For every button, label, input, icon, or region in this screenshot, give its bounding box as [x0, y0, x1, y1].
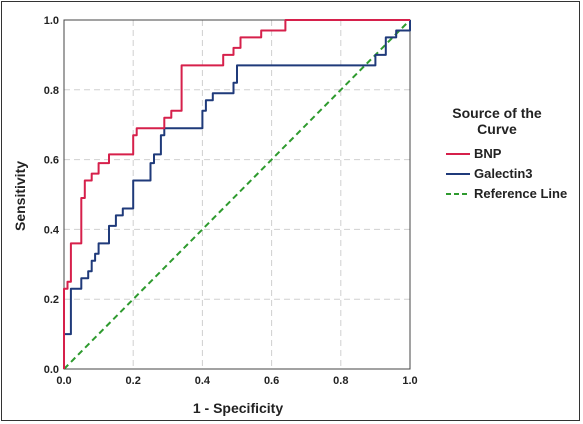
- y-axis-title: Sensitivity: [12, 161, 28, 231]
- series-layer: [63, 19, 411, 370]
- legend-title: Source of the Curve: [452, 105, 542, 137]
- legend: BNP Galectin3 Reference Line: [446, 146, 567, 201]
- ticks: 0.0 0.2 0.4 0.6 0.8 1.0 0.0 0.2 0.4 0.6 0.8 1.0: [44, 15, 418, 387]
- x-tick-label: 1.0: [402, 375, 417, 387]
- legend-label: Galectin3: [474, 166, 533, 181]
- y-tick-label: 0.8: [44, 85, 59, 97]
- y-tick-label: 0.0: [44, 364, 59, 376]
- x-tick-label: 0.8: [333, 375, 348, 387]
- legend-label: Reference Line: [474, 186, 567, 201]
- y-tick-label: 0.6: [44, 155, 59, 167]
- plot-area: [63, 19, 411, 370]
- y-tick-label: 1.0: [44, 15, 59, 27]
- y-tick-label: 0.4: [44, 224, 60, 236]
- series-line-bnp: [63, 19, 410, 369]
- x-tick-label: 0.0: [56, 375, 71, 387]
- x-axis-title: 1 - Specificity: [193, 400, 283, 416]
- x-tick-label: 0.4: [195, 375, 211, 387]
- series-line-reference-line: [63, 19, 411, 370]
- x-tick-label: 0.6: [264, 375, 279, 387]
- y-tick-label: 0.2: [44, 294, 59, 306]
- series-line-galectin3: [63, 20, 411, 369]
- legend-label: BNP: [474, 146, 502, 161]
- x-tick-label: 0.2: [126, 375, 141, 387]
